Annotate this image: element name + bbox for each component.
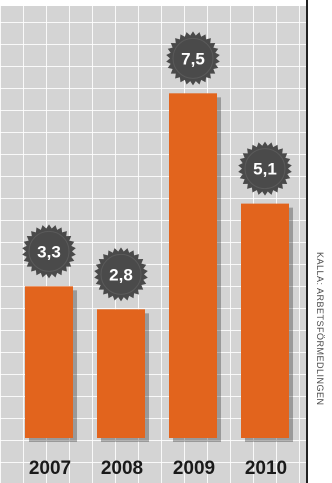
bar-2009 <box>169 93 217 438</box>
data-label: 7,5 <box>181 49 205 68</box>
value-badge-2010: 5,1 <box>238 141 292 196</box>
value-badge-2008: 2,8 <box>94 247 148 302</box>
data-label: 2,8 <box>109 265 133 284</box>
badge-ring <box>172 37 214 79</box>
chart-right-border <box>306 0 308 483</box>
data-label: 3,3 <box>37 242 61 261</box>
bar-2007 <box>25 286 73 438</box>
badge-ring <box>28 230 70 272</box>
x-tick-label: 2010 <box>245 458 287 479</box>
top-band <box>0 0 306 6</box>
badge-ring <box>244 148 286 190</box>
x-tick-label: 2008 <box>101 458 143 479</box>
badge-ring <box>100 253 142 295</box>
sawblade-badge-icon <box>238 141 292 196</box>
value-badge-2007: 3,3 <box>22 224 76 279</box>
data-label: 5,1 <box>253 160 277 179</box>
source-credit: KALLA: ARBETSFÖRMEDLINGEN <box>315 252 325 406</box>
right-margin <box>308 0 332 483</box>
bar-2008 <box>97 309 145 438</box>
bar-2010 <box>241 203 289 438</box>
x-tick-label: 2009 <box>173 458 215 479</box>
value-badge-2009: 7,5 <box>166 31 220 86</box>
sawblade-badge-icon <box>22 224 76 279</box>
bar-chart: 3,3 2007 2,8 2008 7,5 2009 5,1 2010 <box>22 31 293 479</box>
x-tick-label: 2007 <box>29 458 71 479</box>
sawblade-badge-icon <box>94 247 148 302</box>
sawblade-badge-icon <box>166 31 220 86</box>
